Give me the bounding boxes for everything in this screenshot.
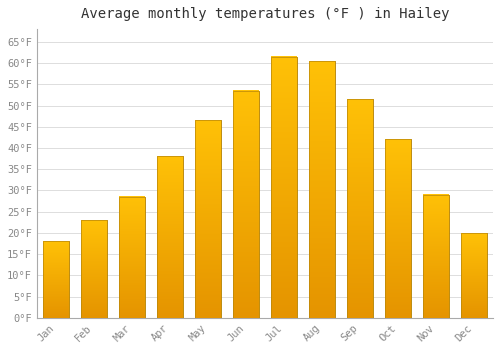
Bar: [385, 140, 411, 318]
Bar: [157, 156, 183, 318]
Bar: [461, 233, 487, 318]
Bar: [271, 57, 297, 318]
Title: Average monthly temperatures (°F ) in Hailey: Average monthly temperatures (°F ) in Ha…: [80, 7, 449, 21]
Bar: [233, 91, 259, 318]
Bar: [157, 156, 183, 318]
Bar: [309, 61, 335, 318]
Bar: [385, 140, 411, 318]
Bar: [347, 99, 373, 318]
Bar: [43, 241, 68, 318]
Bar: [461, 233, 487, 318]
Bar: [43, 241, 68, 318]
Bar: [81, 220, 107, 318]
Bar: [233, 91, 259, 318]
Bar: [195, 120, 221, 318]
Bar: [347, 99, 373, 318]
Bar: [81, 220, 107, 318]
Bar: [423, 195, 449, 318]
Bar: [271, 57, 297, 318]
Bar: [309, 61, 335, 318]
Bar: [423, 195, 449, 318]
Bar: [119, 197, 145, 318]
Bar: [195, 120, 221, 318]
Bar: [119, 197, 145, 318]
